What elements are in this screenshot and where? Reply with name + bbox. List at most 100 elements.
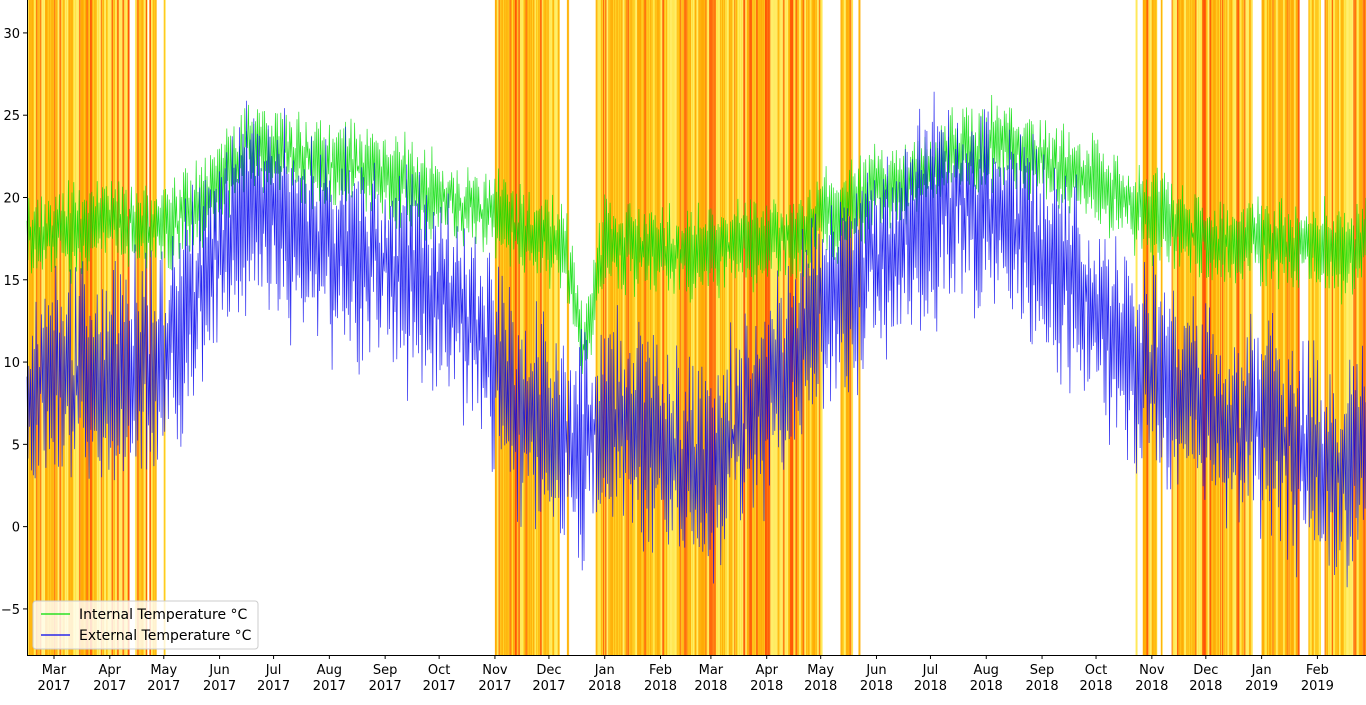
heating-band-day — [1241, 0, 1243, 655]
x-tick-year: 2017 — [93, 679, 126, 694]
heating-band-day — [136, 0, 139, 655]
heating-band-day — [676, 0, 678, 655]
heating-band-day — [613, 0, 615, 655]
heating-band-day — [671, 0, 673, 655]
x-tick-month: May — [150, 663, 177, 678]
x-tick-month: Nov — [1139, 663, 1165, 678]
heating-band-day — [680, 0, 682, 655]
heating-band-day — [1285, 0, 1288, 655]
heating-band-day — [113, 0, 115, 655]
heating-band-day — [86, 0, 89, 655]
heating-band-day — [626, 0, 628, 655]
heating-band-day — [624, 0, 627, 655]
heating-band-day — [1227, 0, 1229, 655]
heating-band-day — [700, 0, 703, 655]
heating-band-day — [1243, 0, 1246, 655]
heating-band-day — [1234, 0, 1236, 655]
heating-band-day — [1274, 0, 1276, 655]
heating-band-day — [1180, 0, 1183, 655]
heating-band-day — [701, 0, 705, 655]
heating-band-day — [1245, 0, 1248, 655]
y-tick-label: 20 — [3, 191, 20, 206]
heating-band-day — [66, 0, 69, 655]
heating-band-day — [788, 0, 791, 655]
legend-label-internal: Internal Temperature °C — [79, 607, 248, 623]
heating-band-day — [509, 0, 512, 655]
heating-band-day — [1335, 0, 1337, 655]
heating-band-day — [111, 0, 113, 655]
heating-band-day — [727, 0, 729, 655]
heating-band-day — [1144, 0, 1147, 655]
heating-band-day — [622, 0, 625, 655]
heating-band-day — [1220, 0, 1222, 655]
heating-band-day — [754, 0, 756, 655]
heating-band-day — [1351, 0, 1354, 655]
heating-band-day — [739, 0, 741, 655]
heating-band-day — [1207, 0, 1210, 655]
heating-band-day — [1292, 0, 1295, 655]
heating-band-day — [842, 0, 844, 655]
heating-band-day — [718, 0, 721, 655]
heating-band-day — [604, 0, 607, 655]
x-tick-year: 2019 — [1301, 679, 1334, 694]
heating-band-day — [520, 0, 522, 655]
heating-band-day — [606, 0, 609, 655]
heating-band-day — [642, 0, 645, 655]
heating-band-day — [638, 0, 642, 655]
heating-band-day — [1310, 0, 1312, 655]
x-tick-year: 2018 — [970, 679, 1003, 694]
heating-band-day — [1290, 0, 1293, 655]
heating-band-day — [766, 0, 770, 655]
heating-band-day — [736, 0, 738, 655]
heating-band-day — [743, 0, 746, 655]
heating-band-day — [507, 0, 509, 655]
y-tick-label: 5 — [12, 438, 20, 453]
heating-band-day — [62, 0, 66, 655]
heating-band-day — [773, 0, 777, 655]
heating-band-day — [1315, 0, 1317, 655]
heating-band-day — [619, 0, 621, 655]
heating-band-day — [631, 0, 633, 655]
x-tick-month: Sep — [1030, 663, 1055, 678]
heating-band-day — [1171, 0, 1173, 655]
x-tick-month: Nov — [482, 663, 508, 678]
heating-band-day — [784, 0, 787, 655]
heating-band-day — [761, 0, 763, 655]
heating-band-day — [50, 0, 53, 655]
heating-band-day — [1297, 0, 1300, 655]
x-tick-year: 2017 — [313, 679, 346, 694]
heating-band-day — [728, 0, 731, 655]
heating-band-day — [1330, 0, 1332, 655]
x-tick-year: 2017 — [257, 679, 290, 694]
heating-band-day — [1360, 0, 1363, 655]
heating-band-day — [541, 0, 543, 655]
heating-band-day — [84, 0, 87, 655]
heating-band-day — [1218, 0, 1220, 655]
legend-box — [32, 600, 259, 650]
x-tick-month: Dec — [1193, 663, 1218, 678]
x-tick-month: Jan — [1251, 663, 1272, 678]
heating-band-day — [723, 0, 726, 655]
heating-band-day — [552, 0, 555, 655]
heating-band-day — [620, 0, 623, 655]
heating-band-day — [755, 0, 759, 655]
x-tick-year: 2017 — [423, 679, 456, 694]
heating-band-day — [710, 0, 713, 655]
heating-band-day — [1209, 0, 1212, 655]
heating-band-day — [500, 0, 503, 655]
heating-band-day — [100, 0, 103, 655]
heating-band-day — [1281, 0, 1284, 655]
heating-band-day — [1153, 0, 1156, 655]
heating-band-day — [1151, 0, 1154, 655]
heating-band-day — [770, 0, 773, 655]
x-tick-year: 2017 — [369, 679, 402, 694]
y-tick-label: 10 — [3, 356, 20, 371]
heating-band-day — [104, 0, 106, 655]
heating-band-day — [109, 0, 112, 655]
x-tick-year: 2017 — [478, 679, 511, 694]
heating-band-day — [1232, 0, 1236, 655]
heating-band-day — [1340, 0, 1343, 655]
heating-band-day — [503, 0, 506, 655]
heating-band-day — [1317, 0, 1319, 655]
